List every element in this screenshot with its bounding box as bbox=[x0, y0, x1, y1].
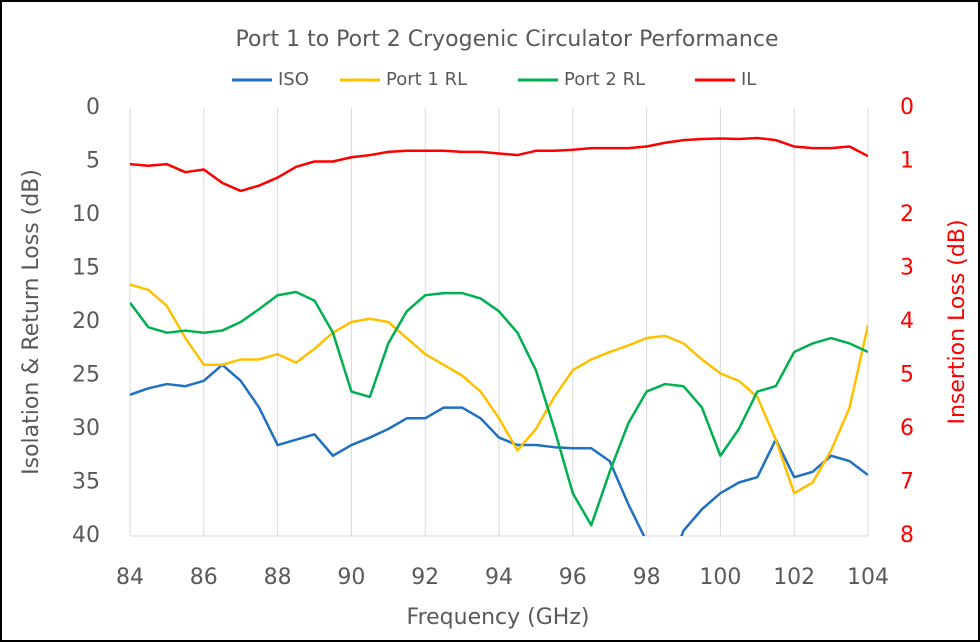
legend-label: Port 2 RL bbox=[564, 69, 645, 90]
y-tick-label: 30 bbox=[72, 416, 100, 441]
y2-tick-label: 4 bbox=[900, 309, 914, 334]
legend-label: IL bbox=[741, 69, 756, 90]
x-axis-title: Frequency (GHz) bbox=[407, 605, 590, 630]
plot-area bbox=[130, 136, 868, 536]
chart-title: Port 1 to Port 2 Cryogenic Circulator Pe… bbox=[235, 27, 778, 52]
x-tick-label: 104 bbox=[847, 565, 889, 590]
y2-tick-label: 6 bbox=[900, 416, 914, 441]
y-tick-label: 20 bbox=[72, 309, 100, 334]
y-tick-label: 40 bbox=[72, 523, 100, 548]
y-axis-title: Isolation & Return Loss (dB) bbox=[19, 169, 44, 475]
y-tick-label: 15 bbox=[72, 256, 100, 281]
y-tick-label: 10 bbox=[72, 202, 100, 227]
data-line bbox=[130, 363, 868, 536]
y2-tick-label: 5 bbox=[900, 363, 914, 388]
y2-tick-label: 3 bbox=[900, 256, 914, 281]
x-tick-label: 86 bbox=[190, 565, 218, 590]
x-tick-label: 92 bbox=[411, 565, 439, 590]
x-tick-label: 84 bbox=[116, 565, 144, 590]
data-line bbox=[130, 290, 868, 527]
y2-tick-label: 0 bbox=[900, 95, 914, 120]
x-tick-label: 94 bbox=[485, 565, 513, 590]
y-tick-label: 5 bbox=[86, 149, 100, 174]
x-tick-label: 90 bbox=[337, 565, 365, 590]
y2-tick-label: 8 bbox=[900, 523, 914, 548]
x-tick-label: 96 bbox=[559, 565, 587, 590]
y-tick-label: 0 bbox=[86, 95, 100, 120]
y2-tick-label: 1 bbox=[900, 149, 914, 174]
x-tick-label: 100 bbox=[699, 565, 741, 590]
x-tick-label: 102 bbox=[773, 565, 815, 590]
y-tick-label: 35 bbox=[72, 470, 100, 495]
y2-axis-title: Insertion Loss (dB) bbox=[945, 219, 970, 424]
legend-label: Port 1 RL bbox=[386, 69, 467, 90]
x-tick-label: 98 bbox=[633, 565, 661, 590]
legend-label: ISO bbox=[278, 69, 309, 90]
data-line bbox=[130, 283, 868, 495]
data-line bbox=[130, 136, 868, 193]
x-tick-label: 88 bbox=[264, 565, 292, 590]
y2-tick-label: 7 bbox=[900, 470, 914, 495]
y-tick-label: 25 bbox=[72, 363, 100, 388]
y2-tick-label: 2 bbox=[900, 202, 914, 227]
